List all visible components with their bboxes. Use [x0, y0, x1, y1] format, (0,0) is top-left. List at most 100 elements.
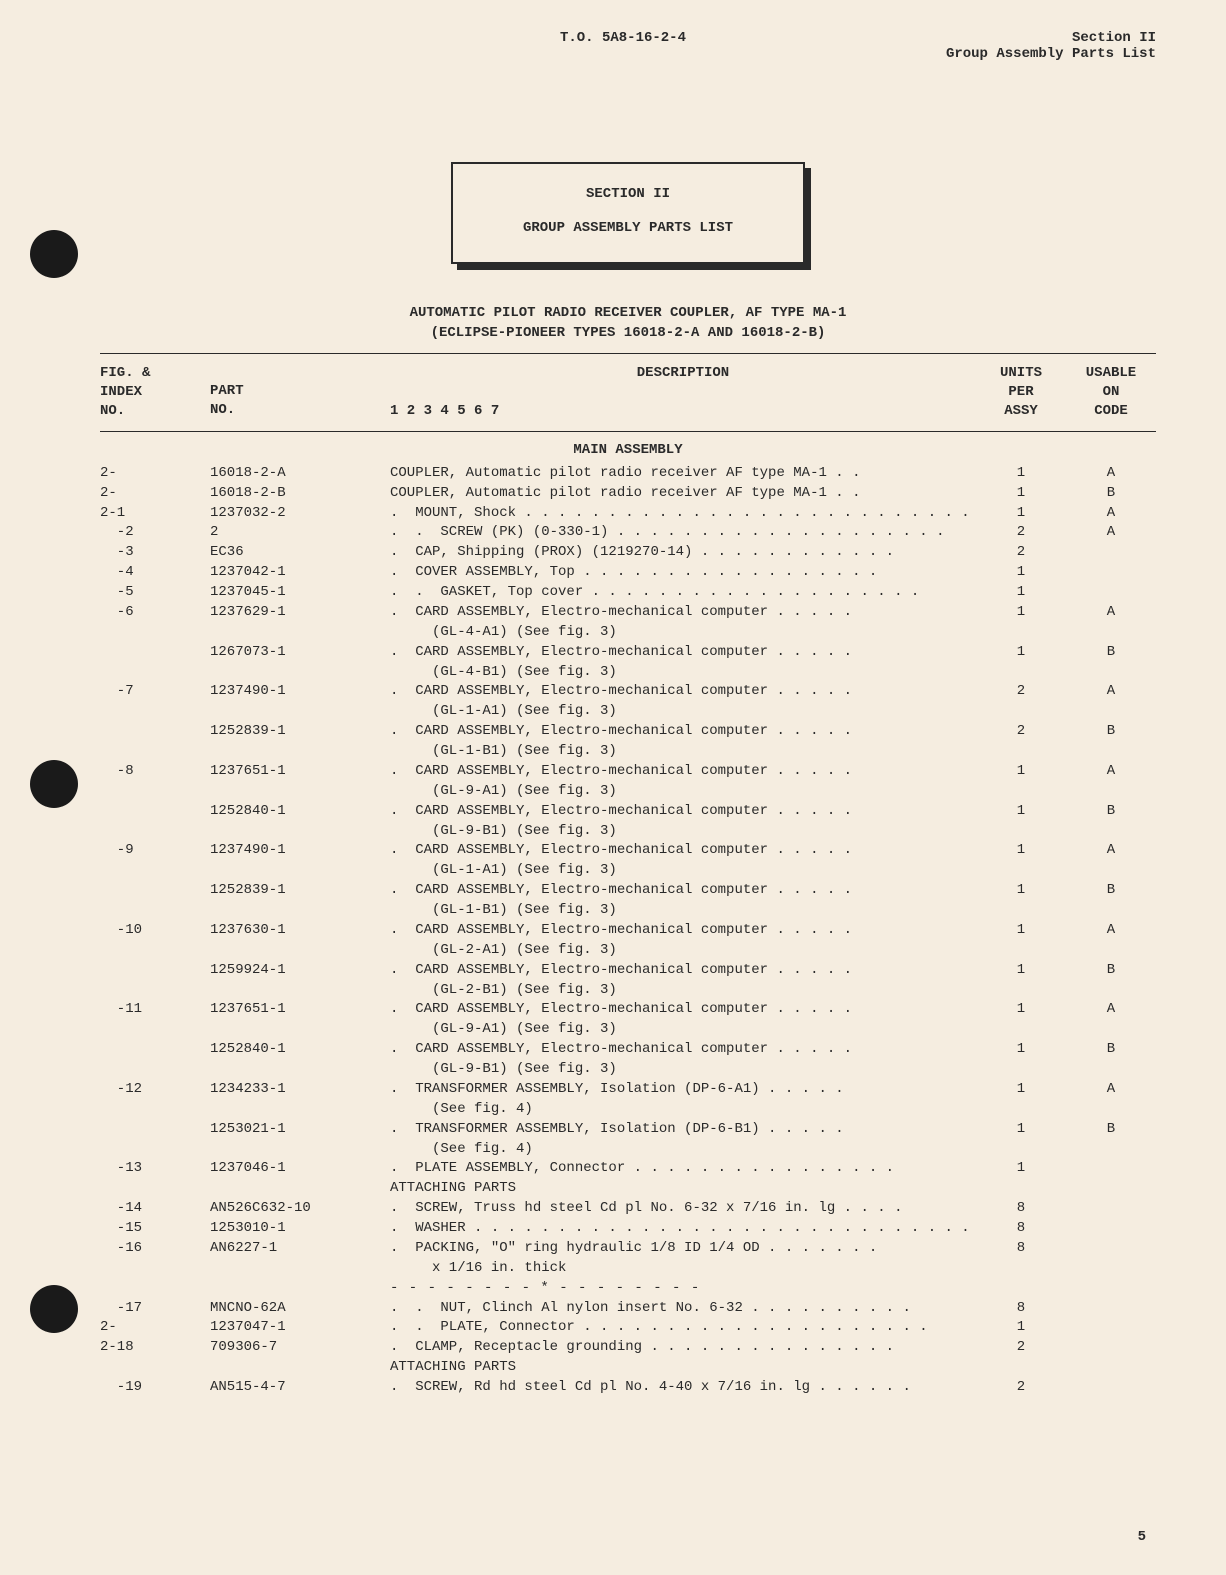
cell-description: x 1/16 in. thick	[390, 1259, 976, 1279]
table-row: (GL-4-B1) (See fig. 3)	[100, 663, 1156, 683]
cell-part	[210, 702, 390, 722]
cell-description: . TRANSFORMER ASSEMBLY, Isolation (DP-6-…	[390, 1080, 976, 1100]
table-row: -71237490-1. CARD ASSEMBLY, Electro-mech…	[100, 682, 1156, 702]
page: T.O. 5A8-16-2-4 Section II Group Assembl…	[0, 0, 1226, 1575]
cell-code	[1066, 1159, 1156, 1179]
cell-code	[1066, 623, 1156, 643]
cell-units: 1	[976, 643, 1066, 663]
cell-code	[1066, 782, 1156, 802]
cell-code: B	[1066, 484, 1156, 504]
column-headers: FIG. & INDEX NO. PART NO. DESCRIPTION 1 …	[100, 360, 1156, 425]
cell-part: 1252839-1	[210, 881, 390, 901]
cell-description: (GL-4-A1) (See fig. 3)	[390, 623, 976, 643]
document-title: AUTOMATIC PILOT RADIO RECEIVER COUPLER, …	[100, 304, 1156, 343]
cell-code	[1066, 861, 1156, 881]
cell-part	[210, 1020, 390, 1040]
cell-index	[100, 722, 210, 742]
cell-description: (GL-1-B1) (See fig. 3)	[390, 742, 976, 762]
cell-description: (GL-1-A1) (See fig. 3)	[390, 702, 976, 722]
cell-part	[210, 941, 390, 961]
cell-units: 2	[976, 722, 1066, 742]
cell-code	[1066, 1219, 1156, 1239]
table-row: -14AN526C632-10. SCREW, Truss hd steel C…	[100, 1199, 1156, 1219]
cell-description: . CARD ASSEMBLY, Electro-mechanical comp…	[390, 1000, 976, 1020]
cell-description: . CARD ASSEMBLY, Electro-mechanical comp…	[390, 722, 976, 742]
table-row: 2-11237032-2. MOUNT, Shock . . . . . . .…	[100, 504, 1156, 524]
cell-part: 1237651-1	[210, 1000, 390, 1020]
cell-code: B	[1066, 802, 1156, 822]
cell-index	[100, 742, 210, 762]
cell-description: . CLAMP, Receptacle grounding . . . . . …	[390, 1338, 976, 1358]
cell-units: 1	[976, 841, 1066, 861]
cell-part	[210, 1259, 390, 1279]
cell-description: . MOUNT, Shock . . . . . . . . . . . . .…	[390, 504, 976, 524]
cell-code	[1066, 901, 1156, 921]
table-row: (GL-9-B1) (See fig. 3)	[100, 1060, 1156, 1080]
cell-code: A	[1066, 1080, 1156, 1100]
cell-units	[976, 702, 1066, 722]
cell-units: 2	[976, 682, 1066, 702]
page-header: T.O. 5A8-16-2-4 Section II Group Assembl…	[100, 30, 1156, 62]
cell-index	[100, 822, 210, 842]
table-row: 1252839-1. CARD ASSEMBLY, Electro-mechan…	[100, 881, 1156, 901]
cell-units: 8	[976, 1219, 1066, 1239]
cell-description: . WASHER . . . . . . . . . . . . . . . .…	[390, 1219, 976, 1239]
cell-description: . SCREW, Rd hd steel Cd pl No. 4-40 x 7/…	[390, 1378, 976, 1398]
table-row: (GL-9-B1) (See fig. 3)	[100, 822, 1156, 842]
cell-index: -14	[100, 1199, 210, 1219]
punch-hole-icon	[30, 230, 78, 278]
cell-code	[1066, 1338, 1156, 1358]
cell-part: 1237490-1	[210, 841, 390, 861]
table-row: -41237042-1. COVER ASSEMBLY, Top . . . .…	[100, 563, 1156, 583]
table-row: 1252839-1. CARD ASSEMBLY, Electro-mechan…	[100, 722, 1156, 742]
cell-code	[1066, 1060, 1156, 1080]
cell-index: -8	[100, 762, 210, 782]
cell-code: A	[1066, 921, 1156, 941]
cell-code	[1066, 981, 1156, 1001]
header-section-line1: Section II	[946, 30, 1156, 46]
cell-units: 1	[976, 921, 1066, 941]
cell-units: 1	[976, 762, 1066, 782]
cell-units: 2	[976, 1338, 1066, 1358]
cell-index: -4	[100, 563, 210, 583]
cell-description: . PLATE ASSEMBLY, Connector . . . . . . …	[390, 1159, 976, 1179]
cell-index: 2-	[100, 484, 210, 504]
table-row: (GL-1-B1) (See fig. 3)	[100, 742, 1156, 762]
cell-units: 1	[976, 802, 1066, 822]
cell-part: 1252840-1	[210, 802, 390, 822]
attaching-parts-label: ATTACHING PARTS	[390, 1358, 1156, 1378]
cell-index	[100, 1140, 210, 1160]
table-row: (GL-2-A1) (See fig. 3)	[100, 941, 1156, 961]
cell-code	[1066, 563, 1156, 583]
table-row: 1259924-1. CARD ASSEMBLY, Electro-mechan…	[100, 961, 1156, 981]
cell-description: . TRANSFORMER ASSEMBLY, Isolation (DP-6-…	[390, 1120, 976, 1140]
table-row: (GL-1-B1) (See fig. 3)	[100, 901, 1156, 921]
cell-part	[210, 782, 390, 802]
cell-index: -16	[100, 1239, 210, 1259]
cell-part: 1237047-1	[210, 1318, 390, 1338]
col-header-units: UNITS PER ASSY	[976, 364, 1066, 421]
table-row: 1253021-1. TRANSFORMER ASSEMBLY, Isolati…	[100, 1120, 1156, 1140]
table-row: (GL-1-A1) (See fig. 3)	[100, 861, 1156, 881]
cell-part	[210, 822, 390, 842]
cell-part: 1253010-1	[210, 1219, 390, 1239]
cell-code: B	[1066, 1040, 1156, 1060]
cell-units	[976, 941, 1066, 961]
cell-code: A	[1066, 603, 1156, 623]
cell-part: 1267073-1	[210, 643, 390, 663]
cell-index: -12	[100, 1080, 210, 1100]
cell-description: . . PLATE, Connector . . . . . . . . . .…	[390, 1318, 976, 1338]
parts-table-body: 2-16018-2-ACOUPLER, Automatic pilot radi…	[100, 464, 1156, 1398]
cell-code	[1066, 1318, 1156, 1338]
cell-description: (GL-9-A1) (See fig. 3)	[390, 782, 976, 802]
cell-units	[976, 861, 1066, 881]
cell-code	[1066, 1199, 1156, 1219]
cell-units: 1	[976, 563, 1066, 583]
table-row: (GL-9-A1) (See fig. 3)	[100, 1020, 1156, 1040]
cell-code: A	[1066, 762, 1156, 782]
cell-code: A	[1066, 464, 1156, 484]
cell-description: (See fig. 4)	[390, 1100, 976, 1120]
cell-description: . . GASKET, Top cover . . . . . . . . . …	[390, 583, 976, 603]
table-row: -22. . SCREW (PK) (0-330-1) . . . . . . …	[100, 523, 1156, 543]
cell-code: B	[1066, 961, 1156, 981]
